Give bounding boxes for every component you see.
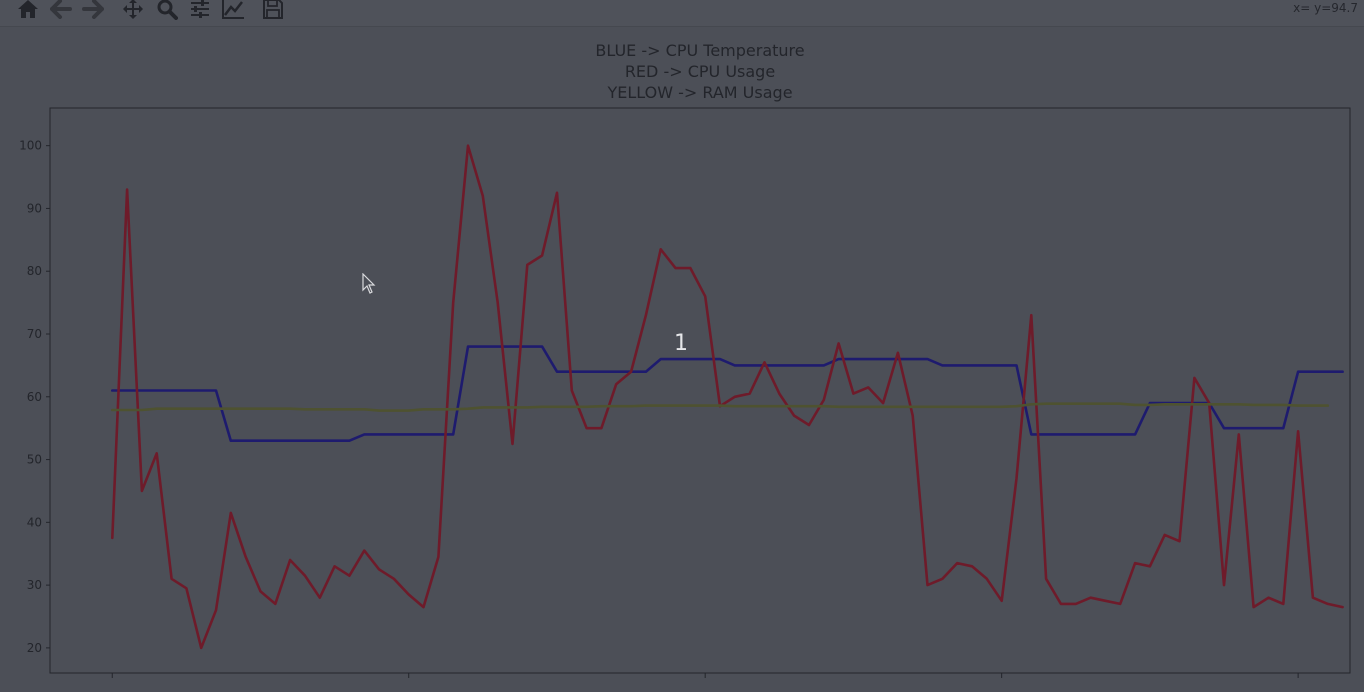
y-tick-label: 60 [27,390,42,404]
back-icon[interactable] [47,0,75,22]
y-tick-label: 50 [27,453,42,467]
save-icon[interactable] [259,0,287,22]
series-line-0 [111,345,1344,442]
series-line-2 [111,402,1330,412]
pan-icon[interactable] [119,0,147,22]
chart-title: BLUE -> CPU Temperature RED -> CPU Usage… [560,40,840,103]
y-tick-label: 90 [27,201,42,215]
forward-icon[interactable] [79,0,107,22]
toolbar: x= y=94.7 [0,0,1364,27]
zoom-icon[interactable] [153,0,181,22]
y-tick-label: 30 [27,578,42,592]
chart-title-line: BLUE -> CPU Temperature [595,41,805,60]
y-tick-label: 100 [19,139,42,153]
mouse-cursor-icon [362,273,376,294]
configure-icon[interactable] [186,0,214,22]
y-tick-label: 20 [27,641,42,655]
axes-icon[interactable] [219,0,247,22]
overlay-label: 1 [674,331,688,356]
y-tick-label: 40 [27,515,42,529]
y-tick-label: 70 [27,327,42,341]
home-icon[interactable] [14,0,42,22]
plot-frame [49,107,1351,674]
chart-title-line: RED -> CPU Usage [624,62,776,81]
chart-title-line: YELLOW -> RAM Usage [607,83,793,102]
y-tick-label: 80 [27,264,42,278]
series-line-1 [111,144,1344,650]
coordinate-readout: x= y=94.7 [1293,1,1358,15]
